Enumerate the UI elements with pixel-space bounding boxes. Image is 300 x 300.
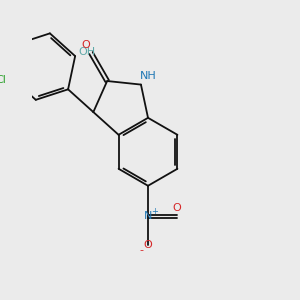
Text: +: + [151,207,158,216]
Text: O: O [82,40,91,50]
Text: N: N [144,211,152,221]
Text: OH: OH [79,47,96,57]
Text: O: O [144,240,152,250]
Text: Cl: Cl [0,75,6,85]
Text: NH: NH [140,71,157,81]
Text: O: O [172,203,181,213]
Text: -: - [140,245,144,255]
